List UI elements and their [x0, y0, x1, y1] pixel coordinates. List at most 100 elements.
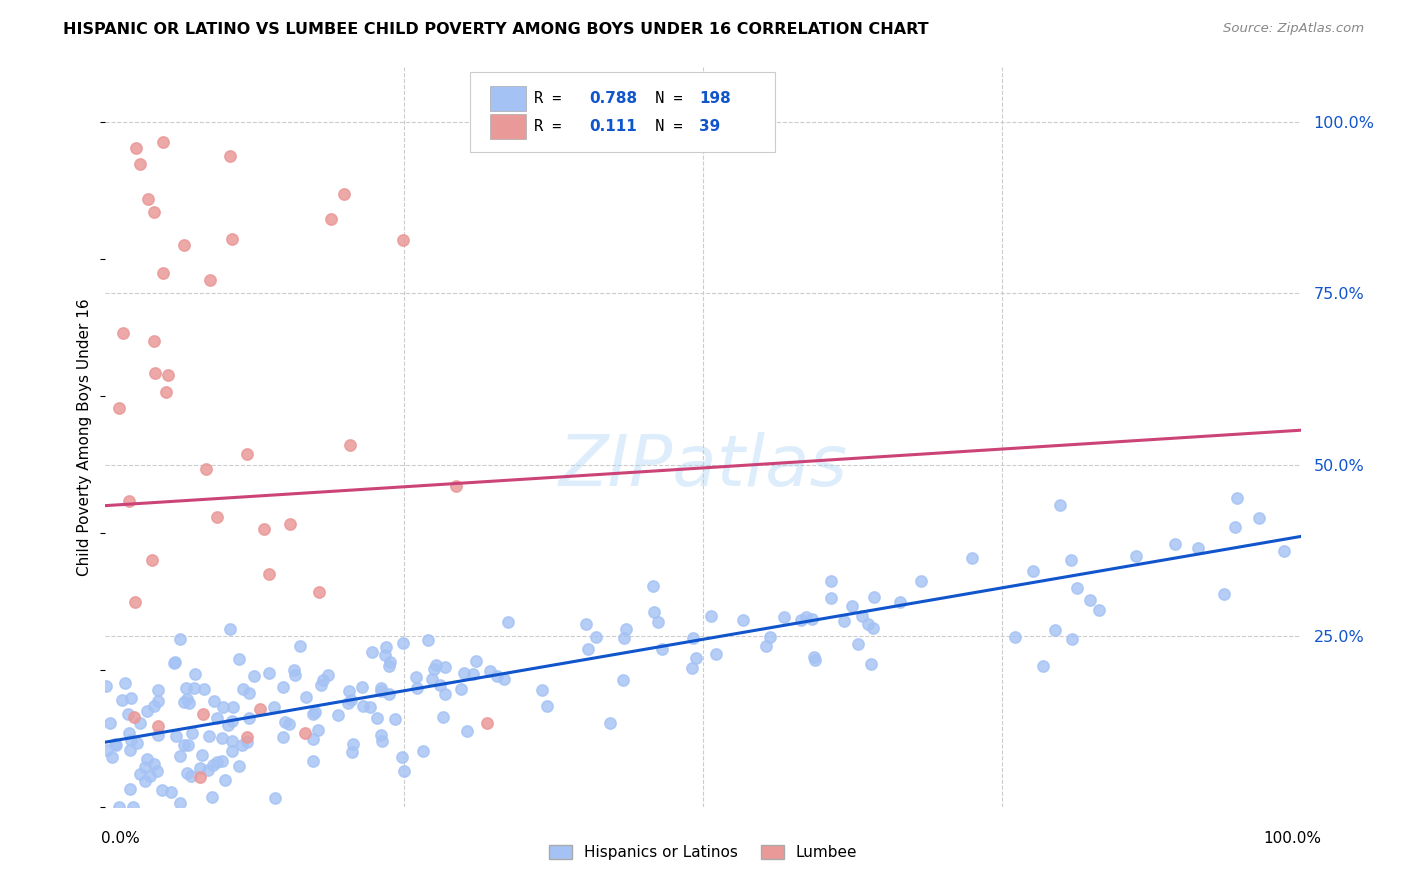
Point	[492, 672, 515, 686]
Point	[114, 676, 136, 690]
Point	[370, 681, 392, 695]
Point	[295, 690, 318, 704]
Point	[101, 749, 124, 764]
Point	[264, 790, 287, 805]
Point	[235, 447, 257, 461]
Point	[1272, 544, 1295, 558]
Text: 0.788: 0.788	[589, 91, 637, 106]
Point	[96, 743, 118, 757]
Point	[803, 653, 825, 667]
Point	[1066, 581, 1088, 595]
Point	[312, 673, 335, 688]
Point	[599, 716, 621, 731]
Point	[326, 707, 349, 722]
Point	[339, 438, 361, 452]
Point	[173, 238, 195, 252]
Point	[614, 622, 637, 636]
Point	[486, 669, 509, 683]
Point	[370, 683, 392, 698]
Point	[790, 613, 813, 627]
Point	[120, 690, 142, 705]
Point	[1249, 511, 1271, 525]
Point	[962, 551, 984, 566]
Point	[1078, 592, 1101, 607]
Point	[889, 595, 911, 609]
Point	[575, 616, 598, 631]
Point	[856, 616, 879, 631]
Point	[307, 723, 329, 738]
Point	[284, 668, 307, 682]
Point	[222, 700, 245, 714]
Point	[453, 666, 475, 681]
Point	[190, 761, 212, 775]
Point	[228, 759, 250, 773]
Point	[278, 717, 301, 731]
Point	[1223, 519, 1246, 533]
Point	[221, 714, 243, 728]
Point	[124, 595, 146, 609]
Point	[198, 729, 221, 743]
Point	[211, 700, 233, 714]
Point	[205, 711, 228, 725]
Point	[118, 494, 141, 508]
Point	[477, 716, 499, 731]
Point	[219, 149, 242, 163]
Point	[352, 699, 374, 714]
Point	[834, 614, 856, 628]
Point	[278, 516, 301, 531]
Point	[432, 709, 454, 723]
Point	[176, 738, 198, 752]
Point	[155, 385, 177, 400]
Point	[238, 710, 260, 724]
Point	[214, 772, 236, 787]
Point	[576, 642, 599, 657]
Y-axis label: Child Poverty Among Boys Under 16: Child Poverty Among Boys Under 16	[77, 298, 93, 576]
Point	[612, 673, 634, 687]
Point	[274, 715, 297, 730]
FancyBboxPatch shape	[491, 86, 526, 111]
Point	[463, 666, 485, 681]
Point	[536, 699, 558, 714]
Point	[221, 744, 243, 758]
Point	[699, 609, 721, 624]
Point	[148, 729, 170, 743]
Point	[309, 678, 332, 692]
Point	[150, 783, 173, 797]
Point	[201, 758, 224, 772]
Point	[360, 645, 382, 659]
Point	[108, 401, 131, 415]
Point	[201, 790, 224, 805]
Point	[134, 759, 156, 773]
Point	[191, 747, 214, 762]
Point	[337, 684, 360, 698]
Point	[319, 212, 342, 227]
Point	[682, 632, 704, 646]
Point	[163, 656, 186, 670]
Point	[221, 232, 243, 246]
Point	[169, 632, 191, 647]
Point	[434, 687, 457, 701]
Point	[184, 667, 207, 681]
Point	[1032, 658, 1054, 673]
Point	[232, 681, 254, 696]
Point	[531, 683, 554, 698]
Point	[340, 745, 363, 759]
Point	[176, 691, 198, 706]
Point	[180, 769, 202, 783]
Text: 0.0%: 0.0%	[101, 831, 141, 847]
Point	[193, 707, 215, 722]
Point	[1045, 623, 1067, 637]
Point	[391, 635, 413, 649]
Point	[425, 658, 447, 673]
Point	[143, 334, 166, 348]
Point	[205, 510, 228, 524]
Point	[316, 668, 339, 682]
Point	[152, 136, 174, 150]
Legend: Hispanics or Latinos, Lumbee: Hispanics or Latinos, Lumbee	[543, 839, 863, 866]
Point	[104, 737, 127, 751]
Text: N =: N =	[637, 91, 692, 106]
Point	[301, 731, 323, 746]
Point	[352, 681, 374, 695]
Point	[156, 368, 179, 383]
Point	[221, 734, 243, 748]
